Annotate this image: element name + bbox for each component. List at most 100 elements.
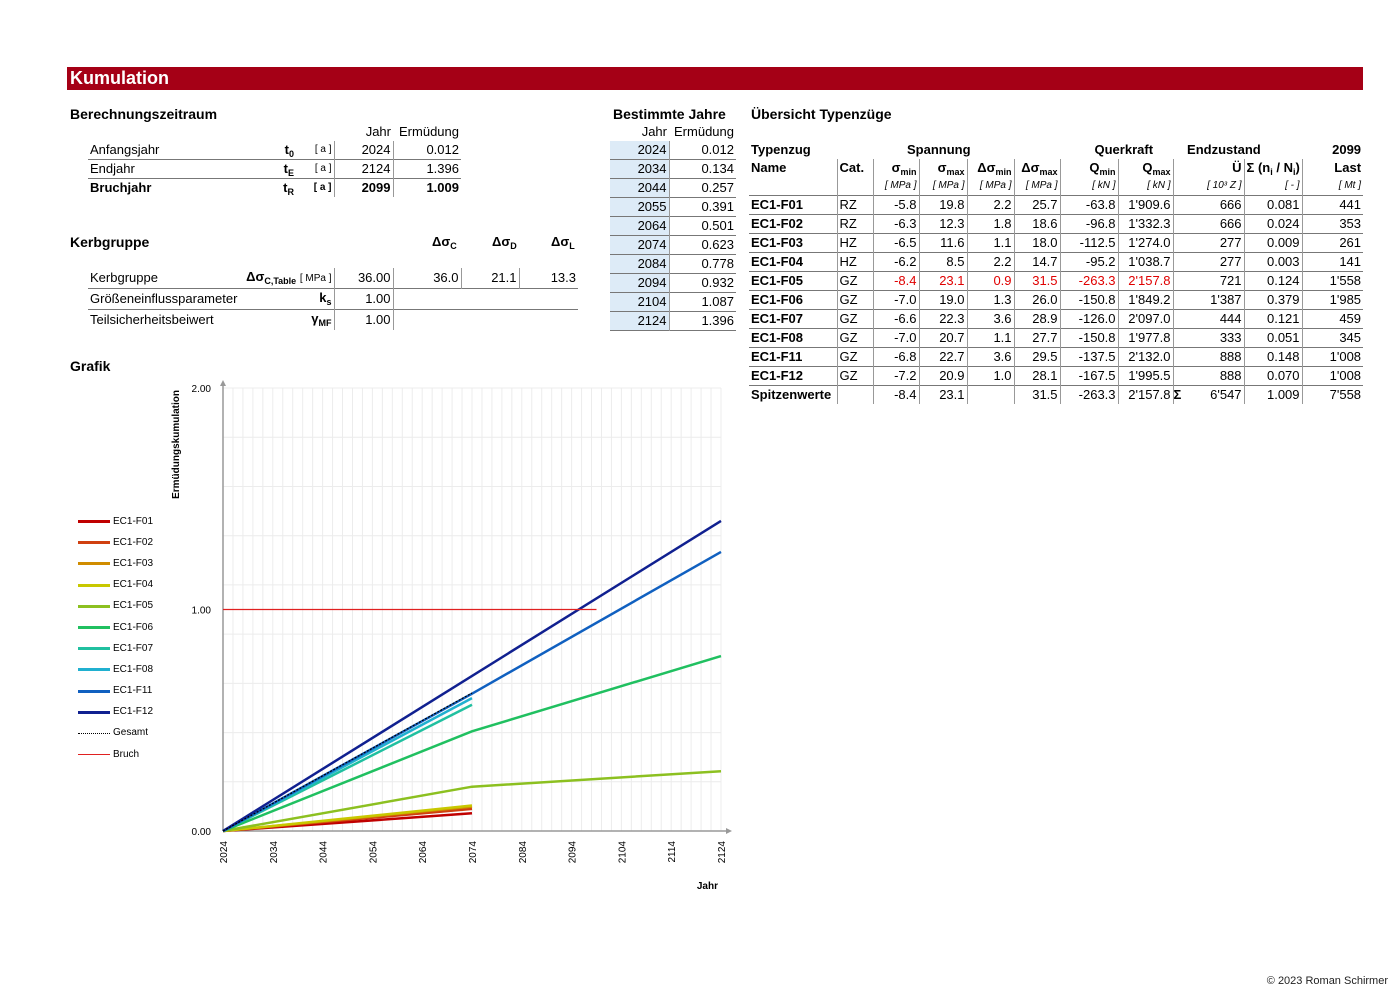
typenzug-qmin: -126.0 (1059, 309, 1119, 329)
typenzug-cat: HZ (836, 252, 873, 272)
typenzug-qmax: 2'097.0 (1117, 309, 1174, 329)
legend-swatch (78, 753, 110, 756)
typenzug-row: EC1-F08 GZ -7.0 20.7 1.1 27.7 -150.8 1'977.8 333… (749, 328, 1364, 348)
typenzug-qmin: -150.8 (1059, 328, 1119, 348)
typenzug-ue: 721 (1219, 273, 1242, 288)
legend-item: EC1-F08 (78, 659, 153, 680)
typenzug-last: 345 (1301, 328, 1364, 348)
legend-swatch (78, 604, 110, 608)
typenzug-name: EC1-F03 (751, 235, 804, 250)
typenzug-row: EC1-F11 GZ -6.8 22.7 3.6 29.5 -137.5 2'132.0 888… (749, 347, 1364, 367)
typenzug-sum: 0.121 (1243, 309, 1303, 329)
typenzug-smin: -7.0 (872, 290, 919, 310)
row-label: Bruchjahr (90, 180, 152, 195)
typenzug-sum: 0.009 (1243, 233, 1303, 253)
y-axis-label: Ermüdungskumulation (171, 390, 182, 499)
bestimmte-erm: 0.501 (701, 218, 734, 233)
spitzen-smin: -8.4 (872, 385, 919, 404)
legend-label: EC1-F12 (113, 706, 154, 718)
berech-row: Anfangsjahr t0[ a ] 2024 0.012 (88, 141, 461, 160)
typenzug-smin: -6.8 (872, 347, 919, 367)
typenzug-dsmax: 31.5 (1013, 271, 1061, 291)
x-tick-label: 2054 (368, 841, 379, 864)
row-erm: 1.396 (426, 161, 459, 176)
row-unit: [ a ] (296, 159, 335, 179)
row-label: Kerbgruppe (90, 270, 158, 285)
legend-label: EC1-F02 (113, 536, 154, 548)
bestimmte-jahr: 2124 (610, 311, 670, 331)
bestimmte-jahr: 2084 (610, 254, 670, 274)
typenzug-qmin: -167.5 (1059, 366, 1119, 386)
typenzug-ue: 888 (1219, 349, 1242, 364)
legend-swatch (78, 562, 110, 566)
legend-swatch (78, 583, 110, 587)
legend-label: EC1-F05 (113, 600, 154, 612)
typenzug-qmin: -137.5 (1059, 347, 1119, 367)
typenzug-dsmin: 0.9 (966, 271, 1015, 291)
typenzug-last: 1'558 (1301, 271, 1364, 291)
typenzug-smin: -7.0 (872, 328, 919, 348)
row-symbol: tR (283, 180, 294, 197)
bestimmte-jahr: 2094 (610, 273, 670, 293)
typenzug-ue: 666 (1219, 197, 1242, 212)
typenzug-smax: 11.6 (918, 233, 967, 253)
bestimmte-row: 2104 1.087 (610, 292, 736, 312)
title-banner: Kumulation (67, 67, 1363, 90)
bestimmte-heading: Bestimmte Jahre (613, 106, 726, 122)
legend-label: EC1-F07 (113, 642, 154, 654)
u-dsmax: [ MPa ] (1013, 177, 1061, 196)
row-jahr: 2099 (334, 178, 394, 197)
row-erm: 0.012 (426, 142, 459, 157)
row-jahr: 2024 (334, 141, 394, 160)
bestimmte-row: 2064 0.501 (610, 216, 736, 236)
u-qmin: [ kN ] (1059, 177, 1119, 196)
x-axis-label: Jahr (697, 881, 718, 892)
legend-label: EC1-F11 (113, 685, 153, 697)
typenzug-cat: GZ (836, 271, 873, 291)
berechnung-table: Jahr Ermüdung Anfangsjahr t0[ a ] 2024 0.01… (88, 123, 461, 197)
best-col-jahr: Jahr (641, 124, 667, 139)
g-querkraft: Querkraft (1094, 142, 1154, 157)
typenzug-last: 353 (1301, 214, 1364, 234)
kerb-dsd-header: ΔσD (492, 234, 517, 251)
x-tick-label: 2124 (717, 841, 728, 864)
x-tick-label: 2044 (319, 841, 330, 864)
row-value: 1.00 (334, 288, 394, 310)
y-axis-arrow (220, 380, 226, 386)
typenzug-last: 1'008 (1301, 366, 1364, 386)
x-tick-label: 2084 (518, 841, 529, 864)
kerb-dsl-header: ΔσL (551, 234, 575, 251)
typenzug-sum: 0.148 (1243, 347, 1303, 367)
typenzug-qmax: 1'038.7 (1117, 252, 1174, 272)
typenzug-smax: 23.1 (918, 271, 967, 291)
typenzug-dsmin: 1.8 (966, 214, 1015, 234)
typenzug-last: 441 (1301, 195, 1364, 215)
legend-label: EC1-F08 (113, 663, 154, 675)
typenzug-sum: 0.081 (1243, 195, 1303, 215)
legend-item: EC1-F11 (78, 681, 153, 702)
typenzug-row: EC1-F01 RZ -5.8 19.8 2.2 25.7 -63.8 1'909.6 666 0… (749, 195, 1364, 215)
x-tick-label: 2034 (269, 841, 280, 864)
typenzug-cat: HZ (836, 233, 873, 253)
typenzug-row: EC1-F05 GZ -8.4 23.1 0.9 31.5 -263.3 2'157.8 721… (749, 271, 1364, 291)
legend-label: EC1-F06 (113, 621, 154, 633)
typenzug-smin: -7.2 (872, 366, 919, 386)
h-sum: Σ (ni / Ni) (1243, 159, 1303, 177)
typenzug-dsmax: 25.7 (1013, 195, 1061, 215)
row-symbol: γMF (238, 309, 335, 330)
bestimmte-erm: 0.623 (701, 237, 734, 252)
h-smax: σmax (918, 159, 967, 177)
typenzug-last: 261 (1301, 233, 1364, 253)
spitzen-name: Spitzenwerte (751, 387, 832, 402)
typenzug-last: 459 (1301, 309, 1364, 329)
bestimmte-erm: 0.778 (701, 256, 734, 271)
typenzug-qmax: 2'157.8 (1117, 271, 1174, 291)
y-tick-label: 1.00 (192, 606, 212, 617)
berech-row: Bruchjahr tR[ a ] 2099 1.009 (88, 178, 461, 197)
uebersicht-heading: Übersicht Typenzüge (751, 106, 892, 122)
x-tick-label: 2104 (617, 841, 628, 864)
bestimmte-row: 2044 0.257 (610, 178, 736, 198)
row-erm: 1.009 (426, 180, 459, 195)
legend-label: EC1-F04 (113, 579, 154, 591)
row-unit: [ a ] (296, 178, 335, 197)
